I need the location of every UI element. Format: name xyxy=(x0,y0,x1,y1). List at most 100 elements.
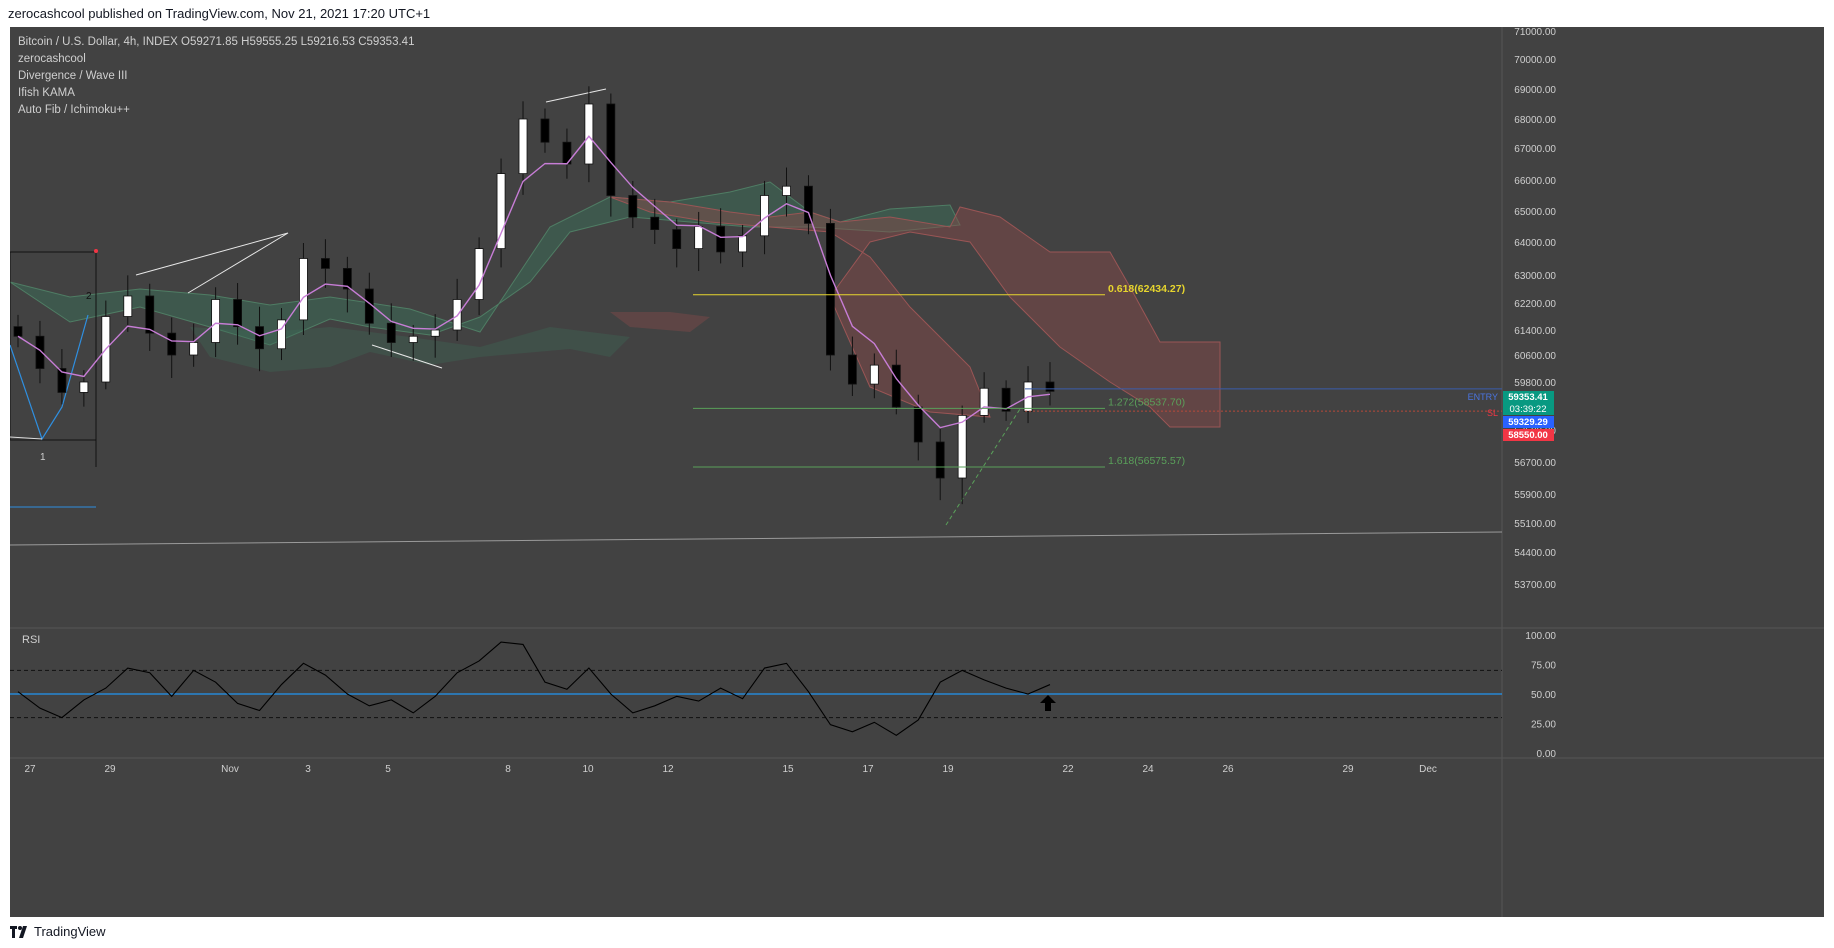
price-tick: 68000.00 xyxy=(1514,115,1556,126)
candle-body xyxy=(694,226,704,250)
current-price-value: 59353.41 xyxy=(1508,392,1548,403)
rsi-tick: 0.00 xyxy=(1537,749,1557,760)
fib-label-0.618: 0.618(62434.27) xyxy=(1108,283,1185,295)
price-tick: 63000.00 xyxy=(1514,271,1556,282)
countdown-badge xyxy=(1503,403,1554,415)
wave-polyline xyxy=(10,314,89,441)
candle-body xyxy=(13,326,23,337)
rsi-pane: 100.00 75.00 50.00 25.00 0.00 xyxy=(10,631,1556,760)
price-tick: 54400.00 xyxy=(1514,548,1556,559)
time-axis[interactable]: 27 29 Nov 3 5 8 10 12 15 17 19 22 24 26 29 Dec xyxy=(24,764,1436,775)
legend-indicator-divergence[interactable]: Divergence / Wave III xyxy=(18,70,128,82)
candle-body xyxy=(496,173,506,250)
time-tick: 12 xyxy=(662,764,674,775)
wave-label-2: 2 xyxy=(86,291,92,302)
cloud-bearish xyxy=(609,196,1221,428)
time-tick: 26 xyxy=(1222,764,1234,775)
price-tick: 60600.00 xyxy=(1514,351,1556,362)
time-tick: 27 xyxy=(24,764,36,775)
entry-label: ENTRY xyxy=(1468,392,1498,402)
legend-high: 59555.25 xyxy=(249,36,298,48)
price-tick: 59800.00 xyxy=(1514,378,1556,389)
price-tick: 55100.00 xyxy=(1514,519,1556,530)
candle-body xyxy=(826,222,835,356)
wave-marker xyxy=(94,249,98,253)
candle-body xyxy=(979,387,989,416)
price-tick: 64000.00 xyxy=(1514,238,1556,249)
legend-indicator-author[interactable]: zerocashcool xyxy=(18,53,86,65)
legend-close: 59353.41 xyxy=(366,36,415,48)
divergence-lines-left xyxy=(135,232,289,294)
price-tick: 55900.00 xyxy=(1514,490,1556,501)
candle-body xyxy=(847,354,857,385)
wave-label-1: 1 xyxy=(40,452,46,463)
time-tick: 3 xyxy=(305,764,311,775)
countdown-value: 03:39:22 xyxy=(1510,404,1547,415)
recovery-trendline xyxy=(945,408,1021,526)
candle-body xyxy=(672,229,682,250)
fib-label-1.272: 1.272(58537.70) xyxy=(1108,396,1185,408)
kama-path xyxy=(17,135,1051,429)
rsi-tick: 25.00 xyxy=(1531,720,1556,731)
candle-body xyxy=(891,364,901,408)
price-tick: 65000.00 xyxy=(1514,207,1556,218)
time-tick: 24 xyxy=(1142,764,1154,775)
current-price-badge xyxy=(1503,391,1554,403)
rsi-tick: 50.00 xyxy=(1531,690,1556,701)
time-tick: 10 xyxy=(582,764,594,775)
candle-body xyxy=(716,226,726,253)
cloud-small-red xyxy=(610,312,710,332)
chart-canvas[interactable]: 0.618(62434.27) 1.272(58537.70) 1.618(5657… xyxy=(10,27,1824,917)
candle-body xyxy=(650,216,660,230)
ichimoku-cloud xyxy=(10,181,1221,428)
footer: TradingView xyxy=(10,924,106,939)
candle-body xyxy=(211,299,221,343)
candle-body xyxy=(869,364,879,385)
price-tick: 70000.00 xyxy=(1514,55,1556,66)
time-tick: 29 xyxy=(104,764,116,775)
candle-body xyxy=(145,295,155,334)
legend-low-label: L xyxy=(300,36,308,48)
candle-body xyxy=(57,368,67,393)
price-tick: 61400.00 xyxy=(1514,326,1556,337)
entry-price-badge xyxy=(1503,416,1554,428)
price-axis[interactable]: 71000.00 70000.00 69000.00 68000.00 67000.00… xyxy=(1503,27,1556,591)
time-tick: 15 xyxy=(782,764,794,775)
candle-body xyxy=(1001,387,1011,412)
legend-low: 59216.53 xyxy=(307,36,355,48)
sl-price-badge xyxy=(1503,429,1554,441)
candle-body xyxy=(540,118,550,143)
chart-legend: Bitcoin / U.S. Dollar, 4h, INDEX O59271.… xyxy=(18,34,414,119)
candle-body xyxy=(1045,381,1055,392)
sl-price-value: 58550.00 xyxy=(1508,430,1548,441)
candle-body xyxy=(430,329,440,337)
entry-price-value: 59329.29 xyxy=(1508,417,1548,428)
time-tick: 8 xyxy=(505,764,511,775)
candle-body xyxy=(277,319,286,350)
time-tick: 19 xyxy=(942,764,954,775)
legend-open: 59271.85 xyxy=(189,36,238,48)
price-tick: 69000.00 xyxy=(1514,85,1556,96)
candle-body xyxy=(123,295,133,317)
candle-body xyxy=(255,326,264,350)
long-trendline xyxy=(10,531,1503,546)
rsi-line xyxy=(17,641,1051,736)
rsi-tick: 75.00 xyxy=(1531,661,1556,672)
candle-body xyxy=(167,332,177,356)
chart-pane[interactable]: 0.618(62434.27) 1.272(58537.70) 1.618(5657… xyxy=(10,27,1824,917)
divergence-top xyxy=(545,88,607,103)
candle-body xyxy=(957,414,967,479)
rsi-label: RSI xyxy=(22,634,40,646)
candle-body xyxy=(606,103,616,196)
chart-background xyxy=(10,27,1824,917)
rsi-tick: 100.00 xyxy=(1525,631,1556,642)
legend-high-label: H xyxy=(241,36,250,48)
legend-indicator-fib[interactable]: Auto Fib / Ichimoku++ xyxy=(18,104,130,116)
candle-body xyxy=(474,248,484,300)
candle-body xyxy=(321,258,330,269)
legend-indicator-kama[interactable]: Ifish KAMA xyxy=(18,87,75,99)
candle-body xyxy=(782,185,791,196)
footer-brand: TradingView xyxy=(34,924,106,939)
candle-body xyxy=(299,258,308,321)
fib-label-1.618: 1.618(56575.57) xyxy=(1108,455,1185,467)
